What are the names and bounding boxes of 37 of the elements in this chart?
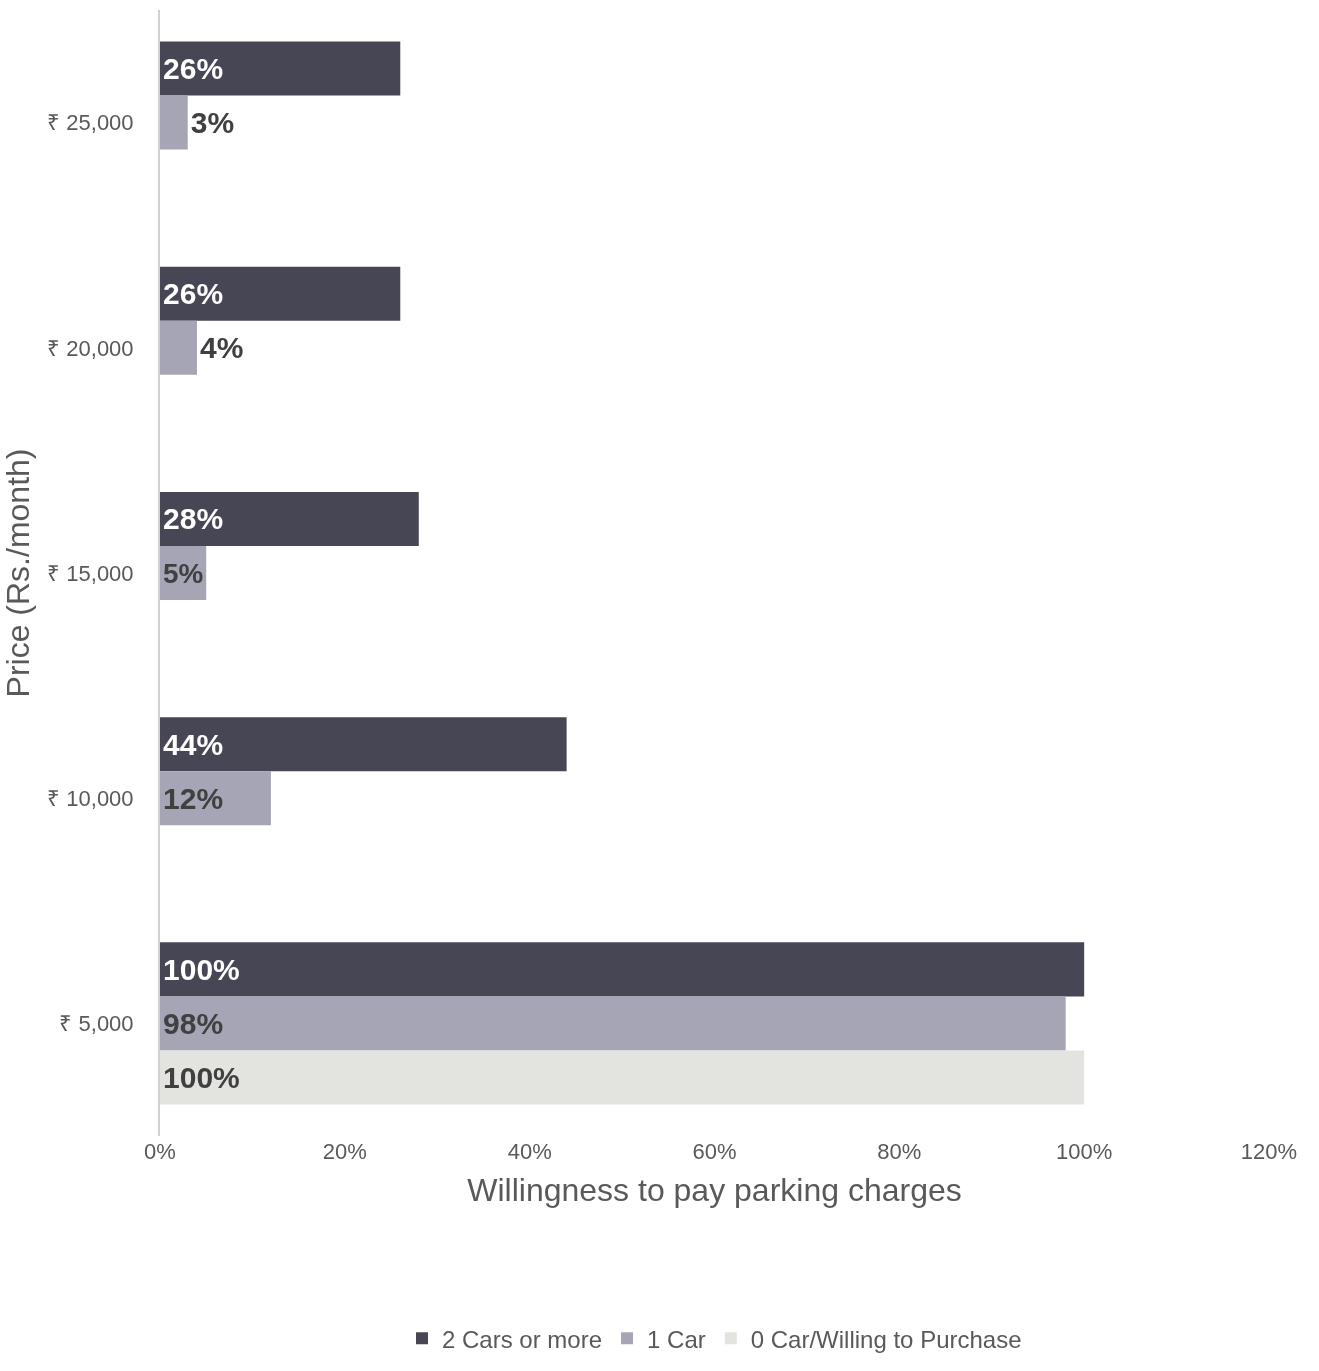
y-axis-title: Price (Rs./month) bbox=[0, 448, 36, 698]
data-label: 4% bbox=[199, 331, 244, 365]
data-label: 26% bbox=[163, 277, 224, 311]
data-label: 98% bbox=[163, 1006, 224, 1040]
x-tick-label: 120% bbox=[1240, 1139, 1298, 1164]
y-tick-label: ₹ 25,000 bbox=[47, 110, 134, 136]
data-label: 44% bbox=[163, 727, 224, 761]
x-tick-label: 60% bbox=[692, 1139, 737, 1164]
bar bbox=[160, 996, 1066, 1051]
y-tick-label: ₹ 5,000 bbox=[59, 1011, 134, 1037]
legend-label: 2 Cars or more bbox=[442, 1325, 603, 1353]
legend-label: 1 Car bbox=[647, 1325, 706, 1353]
x-tick-label: 40% bbox=[507, 1139, 552, 1164]
x-tick-label: 100% bbox=[1056, 1139, 1113, 1164]
data-label: 3% bbox=[190, 106, 235, 140]
bar bbox=[160, 717, 567, 772]
bar bbox=[160, 95, 188, 150]
y-tick-label: ₹ 15,000 bbox=[47, 560, 134, 586]
data-label: 26% bbox=[163, 52, 224, 86]
bar bbox=[160, 320, 197, 375]
x-tick-label: 80% bbox=[877, 1139, 922, 1164]
data-label: 100% bbox=[163, 1060, 240, 1094]
data-label: 28% bbox=[163, 502, 224, 536]
bar bbox=[160, 491, 419, 546]
x-axis-title: Willingness to pay parking charges bbox=[467, 1171, 962, 1208]
data-label: 100% bbox=[163, 952, 240, 986]
x-tick-label: 0% bbox=[144, 1139, 176, 1164]
bar bbox=[160, 266, 401, 321]
bar bbox=[160, 942, 1085, 997]
data-label: 12% bbox=[163, 781, 224, 815]
data-label: 5% bbox=[163, 557, 204, 589]
y-tick-label: ₹ 20,000 bbox=[47, 335, 134, 361]
bar bbox=[160, 41, 401, 96]
y-tick-label: ₹ 10,000 bbox=[47, 785, 134, 811]
legend-label: 0 Car/Willing to Purchase bbox=[750, 1325, 1022, 1353]
bar bbox=[160, 1050, 1085, 1105]
x-tick-label: 20% bbox=[322, 1139, 367, 1164]
